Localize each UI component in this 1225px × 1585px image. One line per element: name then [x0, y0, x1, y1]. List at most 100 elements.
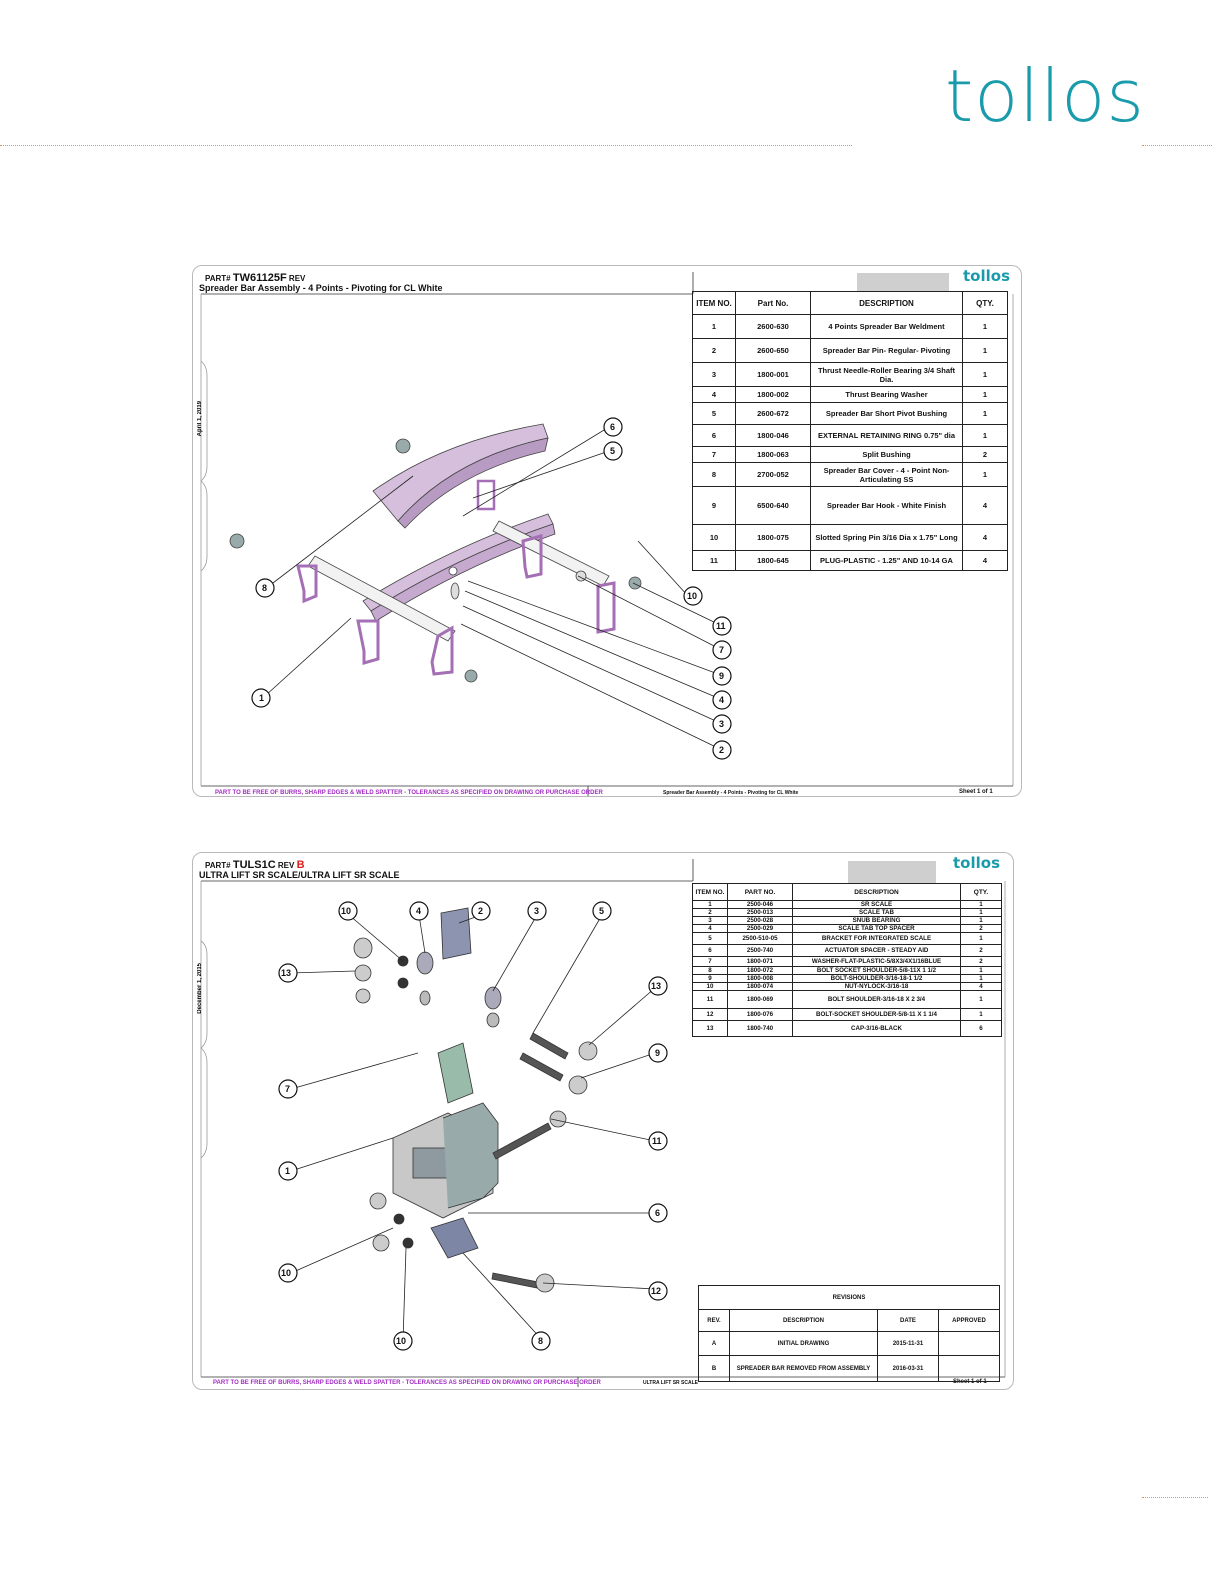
bom-part: 1800-063 [735, 446, 811, 463]
table-row: 10 1800-075 Slotted Spring Pin 3/16 Dia x … [692, 524, 1008, 551]
table-row: 11 1800-069 BOLT SHOULDER-3/16-18 X 2 3/4 1 [692, 990, 1002, 1009]
bom-desc: Slotted Spring Pin 3/16 Dia x 1.75" Long [810, 524, 963, 551]
balloon-2: 2 [478, 906, 484, 916]
bom-qty: 1 [960, 1008, 1002, 1021]
part-label: PART# [205, 274, 231, 283]
bom-part: 1800-046 [735, 424, 811, 447]
bom-part: 2700-052 [735, 462, 811, 487]
bom-qty: 4 [962, 550, 1008, 571]
revisions-header-row: REV. DESCRIPTION DATE APPROVED [698, 1309, 1000, 1332]
side-date: December 1, 2015 [197, 963, 203, 1014]
table-row: 6 1800-046 EXTERNAL RETAINING RING 0.75" d… [692, 424, 1008, 447]
bom-item: 1 [692, 900, 728, 909]
table-row: A INITIAL DRAWING 2015-11-31 [698, 1331, 1000, 1356]
footer-sheet: Sheet 1 of 1 [953, 1379, 987, 1385]
sheet-logo: tollos [963, 267, 1010, 285]
drawing-title: Spreader Bar Assembly - 4 Points - Pivot… [199, 283, 443, 293]
bom-qty: 1 [960, 966, 1002, 975]
bom-item: 3 [692, 916, 728, 925]
table-row: 7 1800-071 WASHER-FLAT-PLASTIC-5/8X3/4X1/1… [692, 956, 1002, 967]
bom-desc: SCALE TAB [792, 908, 961, 917]
bom-part: 1800-071 [727, 956, 793, 967]
balloon-10: 10 [687, 591, 698, 601]
drawing-title: ULTRA LIFT SR SCALE/ULTRA LIFT SR SCALE [199, 870, 400, 880]
bom-qty: 1 [960, 974, 1002, 983]
rev-desc: INITIAL DRAWING [729, 1331, 878, 1356]
bom-item: 6 [692, 424, 736, 447]
footer-divider-right [1142, 1497, 1208, 1498]
bom-item: 13 [692, 1020, 728, 1037]
balloon-7: 7 [285, 1084, 291, 1094]
balloon-10-lower: 10 [281, 1268, 292, 1278]
bom-qty: 1 [962, 462, 1008, 487]
bom-item: 10 [692, 524, 736, 551]
bom-part: 1800-740 [727, 1020, 793, 1037]
bom-part: 2500-510-05 [727, 932, 793, 945]
bom-part: 1800-002 [735, 386, 811, 403]
part-number: TULS1C [232, 859, 276, 871]
bom-qty: 1 [962, 314, 1008, 339]
rev-letter: A [698, 1331, 730, 1356]
balloon-8: 8 [538, 1336, 544, 1346]
bom-part: 2500-028 [727, 916, 793, 925]
bom-item: 11 [692, 990, 728, 1009]
bom-item: 9 [692, 974, 728, 983]
bom-item: 2 [692, 338, 736, 363]
table-row: 2 2600-650 Spreader Bar Pin- Regular- Pivo… [692, 338, 1008, 363]
bom-desc: EXTERNAL RETAINING RING 0.75" dia [810, 424, 963, 447]
bom-qty: 1 [962, 402, 1008, 425]
table-row: 3 2500-028 SNUB BEARING 1 [692, 916, 1002, 925]
bom-desc: BOLT-SOCKET SHOULDER-5/8-11 X 1 1/4 [792, 1008, 961, 1021]
footer-sheet: Sheet 1 of 1 [959, 789, 993, 795]
table-row: 1 2500-046 SR SCALE 1 [692, 900, 1002, 909]
bom-desc: Spreader Bar Pin- Regular- Pivoting [810, 338, 963, 363]
company-address-block [857, 273, 949, 291]
rev-col-date: DATE [877, 1309, 939, 1332]
balloon-10-top: 10 [341, 906, 352, 916]
table-row: 9 1800-008 BOLT-SHOULDER-3/16-18-1 1/2 1 [692, 974, 1002, 983]
bom-header-row: ITEM NO. PART NO. DESCRIPTION QTY. [692, 883, 1002, 901]
balloon-7: 7 [719, 645, 725, 655]
table-row: 8 1800-072 BOLT SOCKET SHOULDER-5/8-11X 1 … [692, 966, 1002, 975]
bom-qty: 2 [962, 446, 1008, 463]
bom-item: 12 [692, 1008, 728, 1021]
bom-desc: Split Bushing [810, 446, 963, 463]
rev-approved [938, 1331, 1000, 1356]
balloon-8: 8 [262, 583, 268, 593]
bom-item: 2 [692, 908, 728, 917]
table-row: 1 2600-630 4 Points Spreader Bar Weldment 1 [692, 314, 1008, 339]
bom-part: 6500-640 [735, 486, 811, 525]
table-row: 2 2500-013 SCALE TAB 1 [692, 908, 1002, 917]
balloon-1: 1 [285, 1166, 291, 1176]
balloon-3: 3 [534, 906, 540, 916]
part-label: PART# [205, 861, 231, 870]
bom-qty: 2 [960, 924, 1002, 933]
bom-qty: 1 [962, 362, 1008, 387]
bom-part: 1800-069 [727, 990, 793, 1009]
header-divider-right [1142, 145, 1212, 146]
table-row: 7 1800-063 Split Bushing 2 [692, 446, 1008, 463]
bom-desc: PLUG-PLASTIC - 1.25" AND 10-14 GA [810, 550, 963, 571]
footer-title: Spreader Bar Assembly - 4 Points - Pivot… [663, 790, 799, 796]
bom-part: 1800-008 [727, 974, 793, 983]
bom-desc: ACTUATOR SPACER - STEADY AID [792, 944, 961, 957]
bom-qty: 1 [960, 908, 1002, 917]
balloon-6: 6 [610, 422, 616, 432]
balloon-12: 12 [651, 1286, 662, 1296]
bom-item: 5 [692, 932, 728, 945]
footer-note: PART TO BE FREE OF BURRS, SHARP EDGES & … [213, 1380, 601, 1386]
bom-desc: Thrust Needle-Roller Bearing 3/4 Shaft D… [810, 362, 963, 387]
bom-qty: 6 [960, 1020, 1002, 1037]
bom-col-desc: DESCRIPTION [792, 883, 961, 901]
table-row: 8 2700-052 Spreader Bar Cover - 4 - Point … [692, 462, 1008, 487]
table-row: 5 2500-510-05 BRACKET FOR INTEGRATED SCALE… [692, 932, 1002, 945]
bom-item: 10 [692, 982, 728, 991]
tollos-logo: tollos [945, 54, 1145, 138]
bom-qty: 1 [962, 424, 1008, 447]
balloon-9: 9 [719, 671, 725, 681]
sheet-1-frame [200, 272, 1014, 796]
drawing-sheet-1: PART# TW61125F REV Spreader Bar Assembly… [192, 265, 1022, 797]
bom-desc: BOLT SHOULDER-3/16-18 X 2 3/4 [792, 990, 961, 1009]
rev-value: B [296, 859, 305, 871]
bom-qty: 1 [962, 386, 1008, 403]
